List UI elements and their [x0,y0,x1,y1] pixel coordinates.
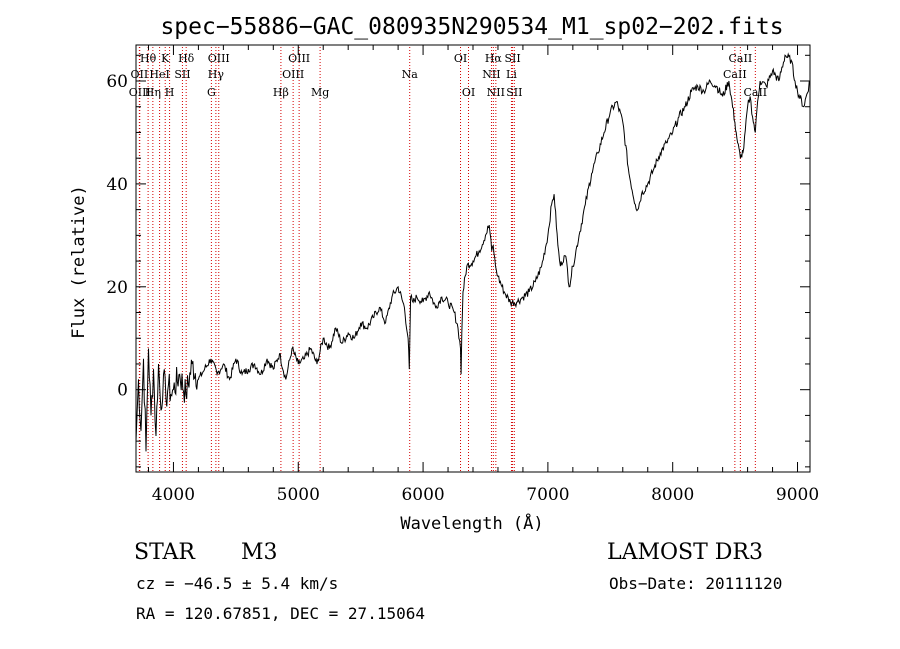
line-marker-label-20: Hα [485,52,503,65]
line-marker-label-15: Mg [311,86,329,99]
observation-date: Obs−Date: 20111120 [609,574,783,593]
line-marker-label-12: Hβ [273,86,289,99]
line-marker-label-14: OIII [288,52,310,65]
line-marker-label-25: CaII [723,68,747,81]
x-tick-label-6000: 6000 [401,485,444,505]
line-marker-label-1: OII [131,68,149,81]
x-tick-label-4000: 4000 [152,485,195,505]
sky-coordinates: RA = 120.67851, DEC = 27.15064 [136,604,425,623]
line-marker-label-16: Na [402,68,419,81]
line-marker-label-18: OI [462,86,475,99]
x-tick-label-7000: 7000 [526,485,569,505]
x-axis-label: Wavelength (Å) [400,512,543,534]
line-marker-label-24: SII [506,86,522,99]
y-tick-label-60: 60 [106,72,128,92]
redshift-velocity: cz = −46.5 ± 5.4 km/s [136,574,339,593]
line-marker-labels: HθOIIOIIIHηHeIKHSIIHδGHγOIIIHβOIIIOIIIMg… [129,52,767,99]
y-tick-label-40: 40 [106,175,128,195]
y-axis-label: Flux (relative) [69,185,89,339]
line-markers [138,47,756,472]
line-marker-label-7: SII [174,68,190,81]
line-marker-label-23: SII [504,52,520,65]
chart-title: spec−55886−GAC_080935N290534_M1_sp02−202… [160,14,783,40]
line-marker-label-6: H [165,86,175,99]
y-tick-label-20: 20 [106,278,128,298]
object-subclass: M3 [241,540,278,565]
line-marker-label-26: CaII [729,52,753,65]
line-marker-label-4: HeI [149,68,169,81]
x-tick-label-9000: 9000 [776,485,819,505]
line-marker-label-5: K [161,52,170,65]
x-tick-label-5000: 5000 [277,485,320,505]
survey-name: LAMOST DR3 [607,540,763,565]
plot-frame [135,44,811,473]
line-marker-label-19: NII [482,68,500,81]
line-marker-label-27: CaII [743,86,767,99]
y-tick-label-0: 0 [117,381,128,401]
line-marker-label-9: G [207,86,216,99]
line-marker-label-17: OI [454,52,467,65]
line-marker-label-0: Hθ [140,52,157,65]
object-class: STAR [134,540,195,565]
line-marker-label-11: OIII [208,52,230,65]
line-marker-label-3: Hη [145,86,161,99]
line-marker-label-2: OIII [129,86,151,99]
line-marker-label-21: NII [487,86,505,99]
flux-series-line [135,52,811,452]
line-marker-label-22: Li [506,68,517,81]
line-marker-label-13: OIII [282,68,304,81]
x-tick-label-8000: 8000 [651,485,694,505]
x-axis-ticks: 4000 5000 6000 7000 8000 9000 [147,45,819,505]
line-marker-label-8: Hδ [178,52,195,65]
line-marker-label-10: Hγ [208,68,225,81]
y-axis-ticks: 0 20 40 60 [106,54,810,468]
